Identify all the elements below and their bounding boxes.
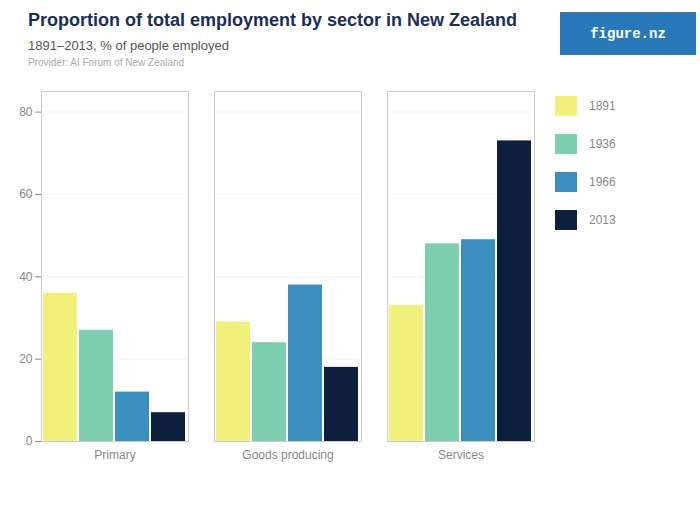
html-text:figure.nz: figure.nz	[590, 25, 666, 42]
svg-text:40: 40	[19, 269, 33, 283]
html-text:Proportion of total employment: Proportion of total employment by sector…	[28, 10, 518, 30]
svg-text:Primary: Primary	[94, 448, 135, 462]
svg-text:80: 80	[19, 105, 33, 119]
html-text:1966: 1966	[589, 174, 616, 189]
svg-text:20: 20	[19, 352, 33, 366]
html-text:1891: 1891	[589, 98, 616, 113]
html-text:1936: 1936	[589, 136, 616, 151]
svg-text:60: 60	[19, 187, 33, 201]
svg-text:Goods producing: Goods producing	[242, 448, 333, 462]
html-text:1891–2013, % of people employe: 1891–2013, % of people employed	[28, 37, 229, 53]
svg-text:Services: Services	[438, 448, 484, 462]
html-text:Provider: AI Forum of New Zeal: Provider: AI Forum of New Zealand	[28, 56, 185, 68]
html-text:2013: 2013	[589, 212, 616, 227]
svg-text:0: 0	[26, 434, 33, 448]
